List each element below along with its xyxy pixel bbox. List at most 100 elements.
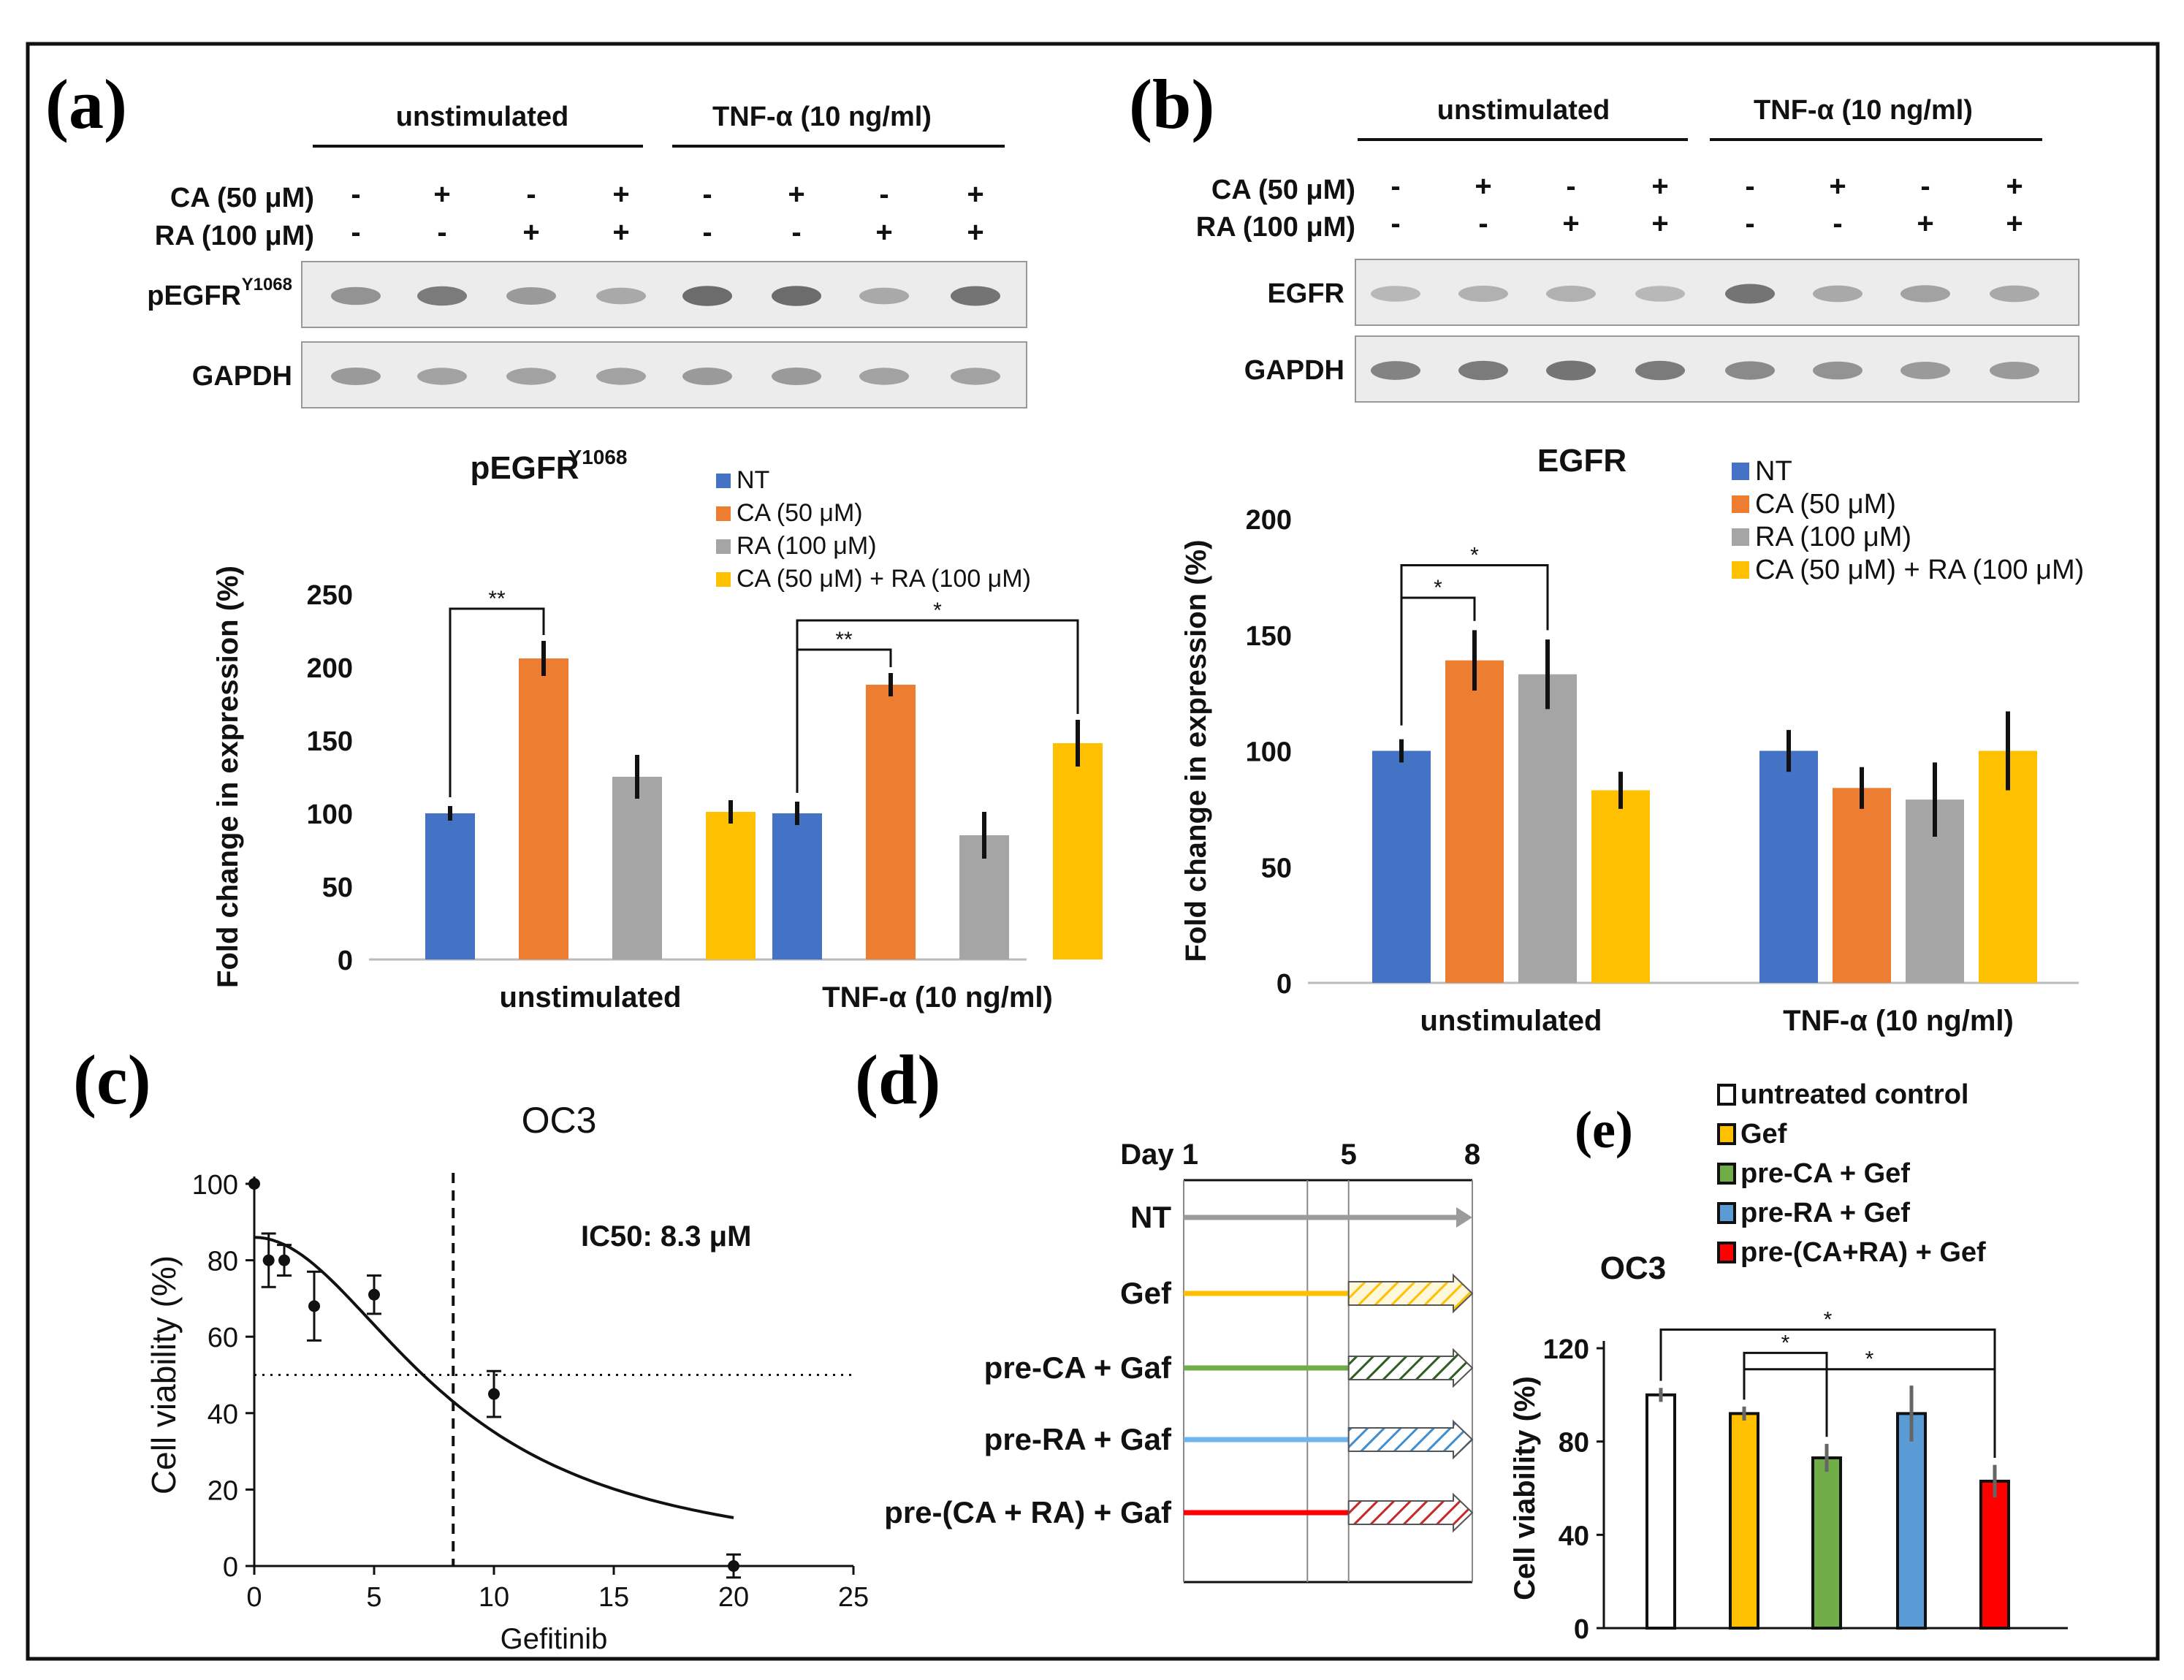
blot-band <box>1458 360 1508 381</box>
treatment-sign: + <box>2006 170 2023 202</box>
bar-chart-e: untreated control Gef pre-CA + Gef pre-RA +… <box>1509 1079 2068 1645</box>
blot-band <box>951 286 1000 306</box>
legend-swatch <box>1717 1202 1736 1224</box>
treatment-sign: + <box>1651 170 1668 202</box>
bar <box>1053 743 1103 959</box>
significance-marker: * <box>933 598 942 623</box>
bar <box>1729 1412 1759 1630</box>
treatment-sign: - <box>1745 170 1754 202</box>
legend-label: untreated control <box>1740 1079 1968 1110</box>
y-tick-label: 100 <box>1246 737 1292 768</box>
bar <box>612 777 662 959</box>
blot-band <box>682 368 732 385</box>
blot-band <box>1371 286 1420 302</box>
blot-band <box>1900 362 1950 379</box>
bar <box>866 685 916 959</box>
x-tick-label: 15 <box>598 1582 629 1613</box>
treatment-sign: - <box>1390 208 1400 240</box>
y-tick-label: 20 <box>208 1475 238 1506</box>
blot-group-label: TNF-α (10 ng/ml) <box>712 102 932 132</box>
y-tick-label: 60 <box>208 1323 238 1353</box>
data-point <box>278 1254 290 1266</box>
timeline-hatched-arrow <box>1347 1492 1474 1533</box>
treatment-label: CA (50 μM) <box>170 183 314 213</box>
blot-band <box>1725 284 1775 304</box>
blot-band <box>859 287 909 305</box>
legend-label: Gef <box>1740 1119 1787 1149</box>
ic50-annotation: IC50: 8.3 μM <box>581 1220 751 1253</box>
significance-marker: * <box>1434 576 1442 600</box>
treatment-sign: + <box>1562 208 1579 240</box>
y-tick-label: 150 <box>1246 621 1292 652</box>
legend-swatch <box>1717 1242 1736 1263</box>
treatment-sign: - <box>1478 208 1488 240</box>
legend-label: RA (100 μM) <box>737 532 877 560</box>
legend-swatch <box>1732 528 1749 546</box>
blot-group-label: unstimulated <box>396 102 568 132</box>
timeline-row-label: pre-CA + Gaf <box>984 1350 1172 1385</box>
blot-band <box>682 286 732 306</box>
treatment-sign: + <box>788 178 804 210</box>
legend-label: CA (50 μM) <box>1755 489 1896 520</box>
bar <box>425 813 475 959</box>
treatment-sign: - <box>351 216 360 248</box>
bar-chart-b: EGFR 0 50 100 150 200 Fold change in expressio… <box>1180 443 2084 1037</box>
legend-label: CA (50 μM) + RA (100 μM) <box>1755 555 2084 585</box>
bar <box>706 812 756 959</box>
chart-title: pEGFR <box>470 450 579 486</box>
y-axis-label: Cell viability (%) <box>145 1255 183 1494</box>
legend-swatch <box>716 572 731 587</box>
chart-title: OC3 <box>1600 1250 1666 1286</box>
blot-band <box>506 287 556 305</box>
blot-band <box>417 286 467 306</box>
treatment-sign: - <box>1390 170 1400 202</box>
timeline-hatched-arrow <box>1347 1348 1474 1388</box>
significance-marker: * <box>1865 1348 1874 1372</box>
legend-swatch <box>1717 1163 1736 1185</box>
blot-strip <box>301 341 1027 408</box>
blot-protein-label: pEGFR <box>147 281 241 311</box>
treatment-sign: - <box>1566 170 1575 202</box>
legend-label: pre-RA + Gef <box>1740 1198 1910 1228</box>
timeline-row-label: Gef <box>1120 1276 1172 1310</box>
legend-label: CA (50 μM) <box>737 499 863 527</box>
y-tick-label: 40 <box>1559 1521 1589 1551</box>
y-tick-label: 0 <box>223 1552 238 1583</box>
y-tick-label: 0 <box>338 946 353 976</box>
y-tick-label: 150 <box>307 726 353 757</box>
blot-band <box>1990 362 2039 379</box>
legend-swatch <box>716 506 731 521</box>
blot-group-label: TNF-α (10 ng/ml) <box>1754 95 1973 126</box>
y-tick-label: 80 <box>208 1247 238 1277</box>
x-category-label: unstimulated <box>500 981 682 1014</box>
treatment-sign: - <box>1833 208 1842 240</box>
y-tick-label: 50 <box>1261 853 1292 883</box>
bar <box>1833 788 1891 983</box>
blot-band <box>1546 360 1596 381</box>
blot-band <box>1546 285 1596 303</box>
y-axis-label: Fold change in expression (%) <box>1180 540 1212 962</box>
treatment-sign: + <box>967 178 983 210</box>
day-label: 5 <box>1341 1139 1357 1171</box>
legend-label: pre-(CA+RA) + Gef <box>1740 1237 1986 1268</box>
treatment-label: CA (50 μM) <box>1211 175 1355 205</box>
x-axis-label: Gefitinib <box>501 1623 608 1655</box>
treatment-sign: + <box>522 216 539 248</box>
timeline-arrowhead <box>1456 1207 1472 1228</box>
blot-band <box>331 286 381 305</box>
bar <box>1896 1412 1927 1630</box>
blot-band <box>1635 360 1685 381</box>
bar <box>1591 790 1650 983</box>
y-tick-label: 40 <box>208 1399 238 1430</box>
y-tick-label: 80 <box>1559 1428 1589 1459</box>
panel-label-b: (b) <box>1129 65 1214 143</box>
treatment-sign: + <box>2006 208 2023 240</box>
western-blot-a: unstimulated TNF-α (10 ng/ml) CA (50 μM) - +… <box>147 102 1027 408</box>
legend-label: CA (50 μM) + RA (100 μM) <box>737 565 1031 593</box>
x-tick-label: 0 <box>246 1582 262 1613</box>
blot-band <box>506 368 556 385</box>
blot-band <box>596 368 646 385</box>
bar <box>1759 750 1818 983</box>
western-blot-b: unstimulated TNF-α (10 ng/ml) CA (50 μM) - +… <box>1196 95 2080 403</box>
